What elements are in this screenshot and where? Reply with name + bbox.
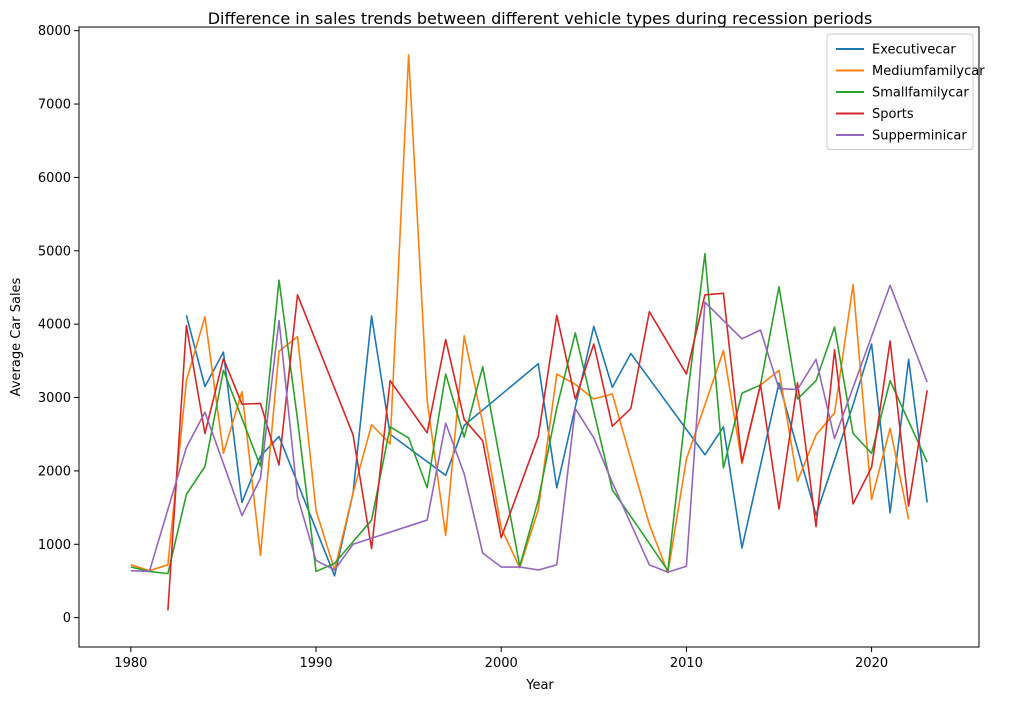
y-tick-label-2000: 2000 xyxy=(38,464,71,479)
x-tick-label-2010: 2010 xyxy=(670,656,703,671)
x-tick-label-2020: 2020 xyxy=(855,656,888,671)
plot-frame xyxy=(78,26,980,648)
x-tick-label-2000: 2000 xyxy=(485,656,518,671)
legend-label-supperminicar: Supperminicar xyxy=(872,129,967,144)
legend-label-sports: Sports xyxy=(872,107,914,122)
y-axis-label: Average Car Sales xyxy=(9,277,24,396)
y-tick-label-1000: 1000 xyxy=(38,538,71,553)
series-layer xyxy=(130,54,928,611)
x-axis-label: Year xyxy=(525,678,554,693)
legend-label-executivecar: Executivecar xyxy=(872,43,956,58)
x-tick-label-1990: 1990 xyxy=(299,656,332,671)
series-line-supperminicar xyxy=(130,284,928,573)
series-line-sports xyxy=(167,292,928,611)
series-line-mediumfamilycar xyxy=(130,54,910,574)
legend-label-smallfamilycar: Smallfamilycar xyxy=(872,86,969,101)
y-tick-label-8000: 8000 xyxy=(38,24,71,39)
chart-title: Difference in sales trends between diffe… xyxy=(208,9,873,28)
series-line-executivecar xyxy=(185,315,928,577)
y-tick-label-5000: 5000 xyxy=(38,244,71,259)
legend-box xyxy=(826,33,974,150)
y-tick-label-3000: 3000 xyxy=(38,391,71,406)
legend-label-mediumfamilycar: Mediumfamilycar xyxy=(872,64,985,79)
y-tick-label-0: 0 xyxy=(63,611,71,626)
y-axis: 0 1000 2000 3000 4000 5000 6000 7000 8000 xyxy=(38,24,79,626)
y-tick-label-4000: 4000 xyxy=(38,318,71,333)
y-tick-label-7000: 7000 xyxy=(38,98,71,113)
x-tick-label-1980: 1980 xyxy=(114,656,147,671)
y-tick-label-6000: 6000 xyxy=(38,171,71,186)
x-axis: 1980 1990 2000 2010 2020 xyxy=(114,647,888,671)
legend: Executivecar Mediumfamilycar Smallfamilyca… xyxy=(826,33,985,150)
series-line-smallfamilycar xyxy=(130,252,928,575)
